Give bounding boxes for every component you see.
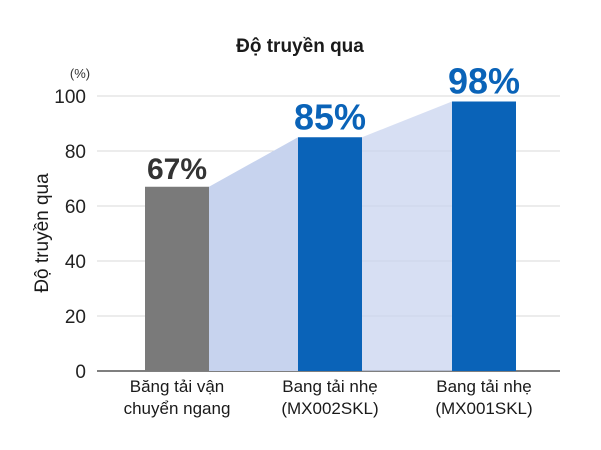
bar-layer (145, 101, 516, 371)
bar (145, 186, 209, 371)
x-tick-label: chuyển ngang (124, 399, 231, 418)
x-tick-label: Bang tải nhẹ (436, 377, 531, 396)
category-label-layer: Băng tải vận chuyển ngang Bang tải nhẹ (MX0… (124, 377, 533, 418)
bar-value-label: 98% (448, 61, 520, 102)
tick-layer: 0 20 40 60 80 100 (54, 87, 86, 383)
y-tick-label: 100 (54, 87, 86, 108)
y-tick-label: 20 (65, 307, 86, 328)
x-tick-label: Bang tải nhẹ (282, 377, 377, 396)
y-tick-label: 60 (65, 197, 86, 218)
bar-value-label: 85% (294, 96, 366, 137)
y-axis-label: Độ truyền qua (32, 173, 53, 293)
bar (298, 137, 362, 371)
x-tick-label: Băng tải vận (130, 377, 225, 396)
growth-band (362, 101, 452, 371)
y-tick-label: 40 (65, 252, 86, 273)
bar (452, 101, 516, 371)
y-tick-label: 80 (65, 142, 86, 163)
growth-band (209, 137, 298, 371)
y-tick-label: 0 (75, 362, 86, 383)
chart-title: Độ truyền qua (236, 36, 364, 57)
bar-value-label: 67% (147, 153, 207, 186)
band-layer (209, 101, 452, 371)
x-tick-label: (MX002SKL) (281, 399, 378, 418)
value-label-layer: 67% 85% 98% (147, 61, 520, 186)
x-tick-label: (MX001SKL) (435, 399, 532, 418)
y-unit-label: (%) (70, 66, 90, 81)
